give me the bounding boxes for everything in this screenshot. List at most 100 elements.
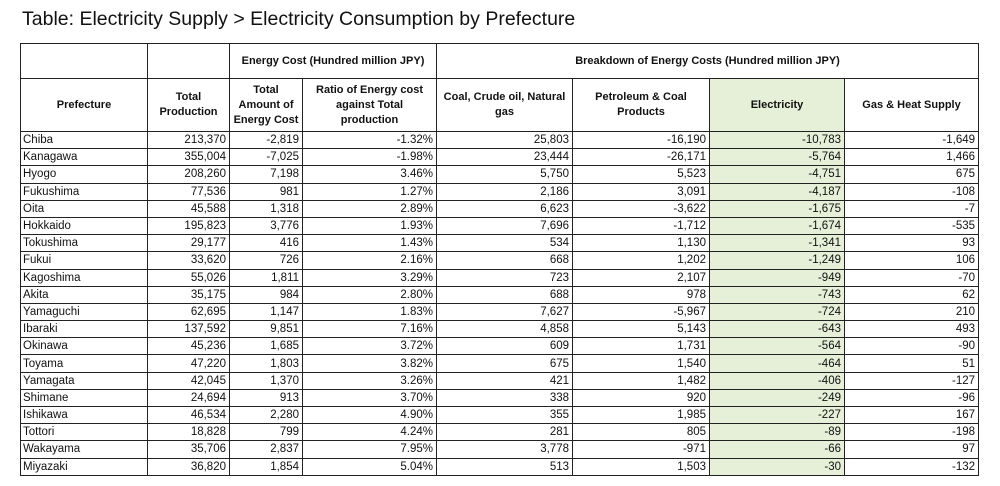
table-row: Oita 45,588 1,318 2.89% 6,623 -3,622 -1,675 -7	[20, 199, 980, 218]
gas-heat-cell: -90	[843, 337, 980, 356]
table-row: Akita 35,175 984 2.80% 688 978 -743 62	[20, 285, 980, 304]
ratio-cell: 1.27%	[302, 182, 437, 201]
table-body: Chiba 213,370 -2,819 -1.32% 25,803 -16,190 -10…	[20, 130, 980, 476]
electricity-cell: -30	[709, 457, 845, 476]
electricity-cell: -406	[709, 371, 845, 390]
total-energy-cost-cell: 9,851	[229, 320, 303, 339]
gas-heat-cell: 493	[843, 320, 980, 339]
table-row: Fukui 33,620 726 2.16% 668 1,202 -1,249 106	[20, 251, 980, 270]
total-production-cell: 213,370	[147, 130, 230, 150]
gas-heat-cell: 93	[843, 234, 980, 253]
coal-cell: 6,623	[436, 199, 573, 218]
ratio-cell: 3.82%	[302, 354, 437, 373]
table-row: Shimane 24,694 913 3.70% 338 920 -249 -96	[20, 388, 980, 408]
table-title: Table: Electricity Supply > Electricity …	[22, 8, 576, 30]
coal-cell: 688	[436, 285, 573, 304]
petroleum-cell: 1,503	[572, 457, 710, 476]
total-energy-cost-cell: 1,318	[229, 199, 303, 218]
gas-heat-cell: -1,649	[843, 130, 980, 150]
total-energy-cost-cell: 416	[229, 234, 303, 253]
prefecture-cell: Tottori	[20, 423, 148, 442]
prefecture-cell: Wakayama	[20, 440, 148, 459]
petroleum-cell: 805	[572, 423, 710, 442]
header-blank-prefecture	[20, 43, 148, 79]
petroleum-cell: 1,482	[572, 371, 710, 390]
electricity-cell: -1,674	[709, 216, 845, 236]
electricity-cell: -949	[709, 268, 845, 287]
total-production-cell: 46,534	[147, 405, 230, 425]
petroleum-cell: 1,130	[572, 234, 710, 253]
total-production-cell: 24,694	[147, 388, 230, 408]
coal-cell: 723	[436, 268, 573, 287]
prefecture-cell: Yamagata	[20, 371, 148, 390]
prefecture-cell: Ishikawa	[20, 405, 148, 425]
ratio-cell: 7.95%	[302, 440, 437, 459]
coal-cell: 609	[436, 337, 573, 356]
total-production-cell: 42,045	[147, 371, 230, 390]
ratio-cell: 5.04%	[302, 457, 437, 476]
total-production-cell: 208,260	[147, 165, 230, 184]
total-production-cell: 55,026	[147, 268, 230, 287]
ratio-cell: 2.16%	[302, 251, 437, 270]
total-energy-cost-cell: 2,837	[229, 440, 303, 459]
coal-cell: 338	[436, 388, 573, 408]
total-production-cell: 137,592	[147, 320, 230, 339]
prefecture-cell: Oita	[20, 199, 148, 218]
total-production-cell: 29,177	[147, 234, 230, 253]
coal-cell: 355	[436, 405, 573, 425]
table-row: Hyogo 208,260 7,198 3.46% 5,750 5,523 -4,751 67…	[20, 165, 980, 184]
prefecture-cell: Kagoshima	[20, 268, 148, 287]
total-energy-cost-cell: 799	[229, 423, 303, 442]
petroleum-cell: -1,712	[572, 216, 710, 236]
petroleum-cell: 1,540	[572, 354, 710, 373]
petroleum-cell: -16,190	[572, 130, 710, 150]
table-row: Okinawa 45,236 1,685 3.72% 609 1,731 -564 -90	[20, 337, 980, 356]
ratio-cell: 3.72%	[302, 337, 437, 356]
coal-cell: 534	[436, 234, 573, 253]
petroleum-cell: 2,107	[572, 268, 710, 287]
gas-heat-cell: -127	[843, 371, 980, 390]
coal-cell: 668	[436, 251, 573, 270]
ratio-cell: 2.80%	[302, 285, 437, 304]
total-energy-cost-cell: 984	[229, 285, 303, 304]
total-energy-cost-cell: -2,819	[229, 130, 303, 150]
table-row: Toyama 47,220 1,803 3.82% 675 1,540 -464 51	[20, 354, 980, 373]
total-energy-cost-cell: 913	[229, 388, 303, 408]
total-production-cell: 47,220	[147, 354, 230, 373]
total-energy-cost-cell: 3,776	[229, 216, 303, 236]
gas-heat-cell: 106	[843, 251, 980, 270]
ratio-cell: 7.16%	[302, 320, 437, 339]
prefecture-cell: Kanagawa	[20, 148, 148, 167]
gas-heat-cell: -108	[843, 182, 980, 201]
ratio-cell: 4.24%	[302, 423, 437, 442]
electricity-cell: -1,341	[709, 234, 845, 253]
total-energy-cost-cell: -7,025	[229, 148, 303, 167]
ratio-cell: 2.89%	[302, 199, 437, 218]
column-header-ratio: Ratio of Energy cost against Total produ…	[302, 78, 437, 132]
ratio-cell: -1.32%	[302, 130, 437, 150]
prefecture-cell: Chiba	[20, 130, 148, 150]
electricity-cell: -249	[709, 388, 845, 408]
petroleum-cell: -3,622	[572, 199, 710, 218]
electricity-cell: -743	[709, 285, 845, 304]
gas-heat-cell: -7	[843, 199, 980, 218]
prefecture-cell: Hokkaido	[20, 216, 148, 236]
gas-heat-cell: 210	[843, 302, 980, 322]
column-header-total-energy-cost: Total Amount of Energy Cost	[229, 78, 303, 132]
table-row: Hokkaido 195,823 3,776 1.93% 7,696 -1,712 -1,6…	[20, 216, 980, 236]
prefecture-energy-table: Energy Cost (Hundred million JPY) Breakd…	[20, 43, 980, 476]
table-row: Yamaguchi 62,695 1,147 1.83% 7,627 -5,967 -724…	[20, 302, 980, 322]
coal-cell: 5,750	[436, 165, 573, 184]
total-production-cell: 45,588	[147, 199, 230, 218]
total-energy-cost-cell: 1,803	[229, 354, 303, 373]
total-energy-cost-cell: 1,147	[229, 302, 303, 322]
ratio-cell: 3.26%	[302, 371, 437, 390]
gas-heat-cell: 167	[843, 405, 980, 425]
gas-heat-cell: 97	[843, 440, 980, 459]
electricity-cell: -89	[709, 423, 845, 442]
total-energy-cost-cell: 7,198	[229, 165, 303, 184]
gas-heat-cell: 675	[843, 165, 980, 184]
total-energy-cost-cell: 726	[229, 251, 303, 270]
table-row: Fukushima 77,536 981 1.27% 2,186 3,091 -4,187-…	[20, 182, 980, 201]
gas-heat-cell: -70	[843, 268, 980, 287]
